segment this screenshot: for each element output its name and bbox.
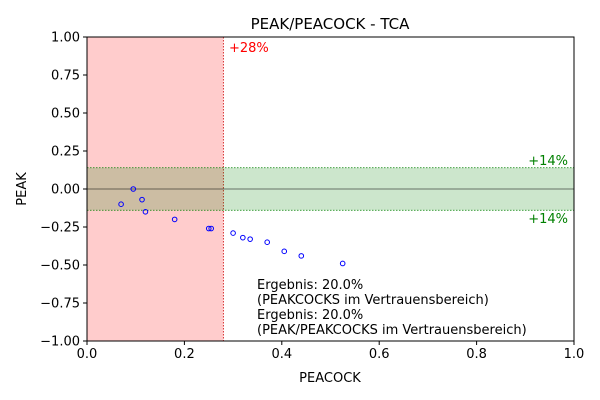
data-point — [264, 239, 270, 245]
data-point — [139, 196, 145, 203]
x-tick-label: 0.6 — [369, 347, 390, 362]
data-point — [298, 253, 305, 259]
data-point — [247, 236, 253, 242]
result-line-4: (PEAK/PEAKCOCKS im Vertrauensbereich) — [257, 323, 527, 338]
y-tick-label: 0.25 — [51, 145, 80, 160]
data-points — [118, 186, 346, 267]
data-point — [171, 216, 178, 223]
data-point — [208, 225, 214, 232]
y-tick-label: −0.75 — [40, 297, 80, 312]
y-tick-label: 1.00 — [51, 31, 80, 46]
x-tick-label: 0.2 — [174, 347, 195, 362]
chart-title: PEAK/PEACOCK - TCA — [251, 15, 410, 33]
result-line-3: Ergebnis: 20.0% — [257, 308, 363, 323]
x-axis-ticks: 0.0 0.2 0.4 0.6 0.8 1.0 — [77, 341, 585, 362]
data-point — [118, 201, 124, 207]
data-point — [205, 225, 212, 232]
x-axis-label: PEACOCK — [299, 371, 361, 386]
peak-band-top-label: +14% — [528, 154, 568, 169]
x-tick-label: 0.8 — [466, 347, 487, 362]
result-line-2: (PEAKCOCKS im Vertrauensbereich) — [257, 293, 489, 308]
y-tick-label: −0.25 — [40, 221, 80, 236]
x-tick-label: 1.0 — [564, 347, 585, 362]
data-point — [240, 234, 246, 241]
y-tick-label: −0.50 — [40, 259, 80, 274]
y-tick-label: 0.75 — [51, 69, 80, 84]
y-axis-ticks: 1.00 0.75 0.50 0.25 0.00 −0.25 −0.50 −0.75 −1.00 — [40, 31, 87, 350]
y-tick-label: −1.00 — [40, 335, 80, 350]
data-point — [142, 209, 149, 215]
y-tick-label: 0.50 — [51, 107, 80, 122]
y-tick-label: 0.00 — [51, 183, 80, 198]
data-point — [281, 248, 288, 255]
data-point — [339, 260, 346, 267]
data-point — [130, 186, 137, 192]
peak-band-bottom-label: +14% — [528, 212, 568, 227]
y-axis-label: PEAK — [15, 172, 30, 206]
x-tick-label: 0.0 — [77, 347, 98, 362]
peacock-band-label: +28% — [229, 41, 269, 56]
data-point — [230, 230, 236, 236]
x-tick-label: 0.4 — [271, 347, 292, 362]
result-line-1: Ergebnis: 20.0% — [257, 278, 363, 293]
